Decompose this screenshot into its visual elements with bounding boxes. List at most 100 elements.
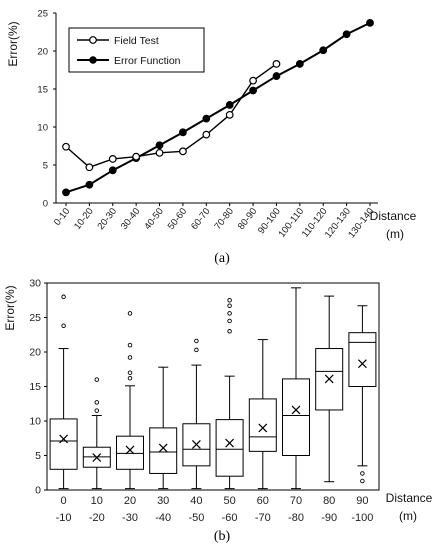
box-mean-marker — [258, 423, 268, 433]
data-point-field-test — [202, 130, 211, 139]
panel-b-x-tick-label-top: 10 — [91, 495, 103, 507]
box-outlier-point — [127, 311, 133, 316]
series-line-field-test — [65, 63, 277, 169]
data-point-field-test — [62, 142, 70, 151]
panel-a-y-tick-label: 0 — [43, 199, 48, 210]
panel-a-caption: (a) — [214, 251, 230, 266]
box-mean-marker — [125, 445, 135, 455]
panel-b-marks: 0 5 10 15 20 25 30 0 -10 10 -20 20 -30 30 -40 40 -50 50 -6… — [29, 278, 380, 524]
panel-b-x-tick-label-top: 80 — [323, 495, 335, 507]
panel-b-x-tick-label-top: 70 — [290, 495, 302, 507]
box-iqr — [149, 427, 178, 474]
data-point-error-function — [85, 180, 94, 189]
series-line-error-function — [65, 21, 371, 194]
box-iqr — [215, 419, 244, 477]
panel-b-y-tick-label: 10 — [29, 416, 41, 428]
box-outlier-point — [227, 329, 232, 334]
data-point-field-test — [249, 76, 257, 85]
box-mean-marker — [92, 453, 102, 462]
panel-a-y-tick-label: 25 — [37, 9, 48, 20]
box-iqr — [116, 435, 144, 470]
box-outlier-point — [61, 294, 66, 300]
data-point-field-test — [155, 148, 164, 157]
box-mean-marker — [191, 440, 201, 449]
data-point-error-function — [366, 18, 374, 27]
data-point-error-function — [249, 86, 257, 95]
data-point-error-function — [108, 166, 117, 175]
data-point-field-test — [108, 155, 117, 163]
panel-b-x-tick-label-top: 90 — [356, 495, 368, 507]
panel-b-y-tick-label: 25 — [29, 312, 41, 324]
box-outlier-point — [94, 400, 100, 405]
legend-field-test-label: Field Test — [114, 35, 159, 47]
legend-error-function-marker — [89, 56, 97, 64]
box-outlier-point — [227, 311, 232, 316]
data-point-error-function — [155, 141, 164, 150]
data-point-field-test — [132, 152, 141, 161]
panel-b-x-tick-label-bottom: -30 — [122, 512, 138, 524]
box-outlier-point — [127, 355, 133, 360]
box-outlier-point — [127, 342, 133, 348]
panel-b-x-tick-label-top: 60 — [257, 495, 269, 507]
data-point-error-function — [62, 188, 70, 197]
panel-a-x-tick-label: 20-30 — [95, 206, 119, 232]
panel-b-x-tick-label-bottom: -40 — [155, 512, 171, 524]
legend-field-test-marker — [89, 36, 97, 44]
panel-a-x-axis-unit: (m) — [386, 227, 404, 241]
panel-b-x-tick-label-bottom: -10 — [56, 512, 72, 524]
panel-a-x-tick-label: 30-40 — [119, 206, 143, 232]
panel-a-y-tick-label: 10 — [37, 123, 48, 134]
panel-b-x-tick-label-bottom: -70 — [255, 512, 271, 524]
panel-b-x-tick-label-bottom: -80 — [288, 512, 304, 524]
data-point-error-function — [202, 114, 211, 123]
panel-b-box-plot: Error(%) Distance (m) (b) — [3, 285, 433, 544]
panel-b-y-axis-label: Error(%) — [3, 285, 17, 330]
box-mean-marker — [357, 359, 367, 369]
box-outlier-point — [227, 303, 232, 309]
box-outlier-point — [94, 408, 100, 413]
panel-a-y-tick-label: 15 — [37, 85, 48, 96]
panel-a-y-tick-label: 5 — [43, 161, 48, 172]
box-outlier-point — [194, 338, 199, 344]
box-mean-marker — [291, 405, 301, 415]
panel-a-x-tick-label: 40-50 — [142, 206, 166, 232]
box-outlier-point — [227, 298, 232, 303]
data-point-field-test — [225, 110, 234, 119]
panel-a-y-axis-label: Error(%) — [6, 21, 20, 66]
panel-b-y-tick-label: 0 — [35, 485, 41, 497]
data-point-field-test — [272, 60, 281, 68]
panel-b-caption: (b) — [214, 529, 231, 544]
panel-b-x-axis-unit: (m) — [399, 509, 417, 523]
box-mean-marker — [324, 374, 334, 384]
box-outlier-point — [127, 375, 133, 381]
panel-a-x-tick-label: 0-10 — [52, 206, 72, 228]
panel-a-line-chart: Error(%) Distance (m) (a) Field Test Err… — [6, 21, 417, 266]
box-outlier-point — [360, 478, 365, 484]
panel-b-x-axis-label: Distance — [386, 491, 433, 505]
data-point-error-function — [225, 101, 234, 109]
panel-a-legend-box — [68, 27, 205, 73]
panel-b-x-tick-label-top: 40 — [190, 495, 202, 507]
panel-b-x-tick-label-top: 50 — [223, 495, 235, 507]
panel-a-y-tick-label: 20 — [37, 47, 48, 58]
data-point-error-function — [295, 60, 304, 68]
data-point-error-function — [179, 128, 187, 137]
data-point-field-test — [85, 163, 94, 172]
panel-a-x-tick-label: 60-70 — [189, 206, 213, 232]
box-iqr — [248, 398, 277, 452]
panel-b-y-tick-label: 15 — [29, 381, 41, 393]
box-outlier-point — [360, 471, 365, 476]
box-outlier-point — [194, 347, 199, 353]
panel-b-x-tick-label-bottom: -20 — [89, 512, 105, 524]
data-point-field-test — [179, 147, 187, 156]
box-iqr — [49, 418, 78, 470]
panel-b-x-tick-label-top: 30 — [157, 495, 169, 507]
box-outlier-point — [61, 323, 66, 329]
panel-b-x-tick-label-bottom: -50 — [188, 512, 204, 524]
panel-b-x-tick-label-top: 20 — [124, 495, 136, 507]
box-outlier-point — [94, 377, 100, 382]
data-point-error-function — [342, 30, 351, 39]
panel-b-y-tick-label: 30 — [29, 278, 41, 290]
data-point-error-function — [319, 46, 328, 55]
panel-a-x-axis-label: Distance — [370, 209, 417, 223]
